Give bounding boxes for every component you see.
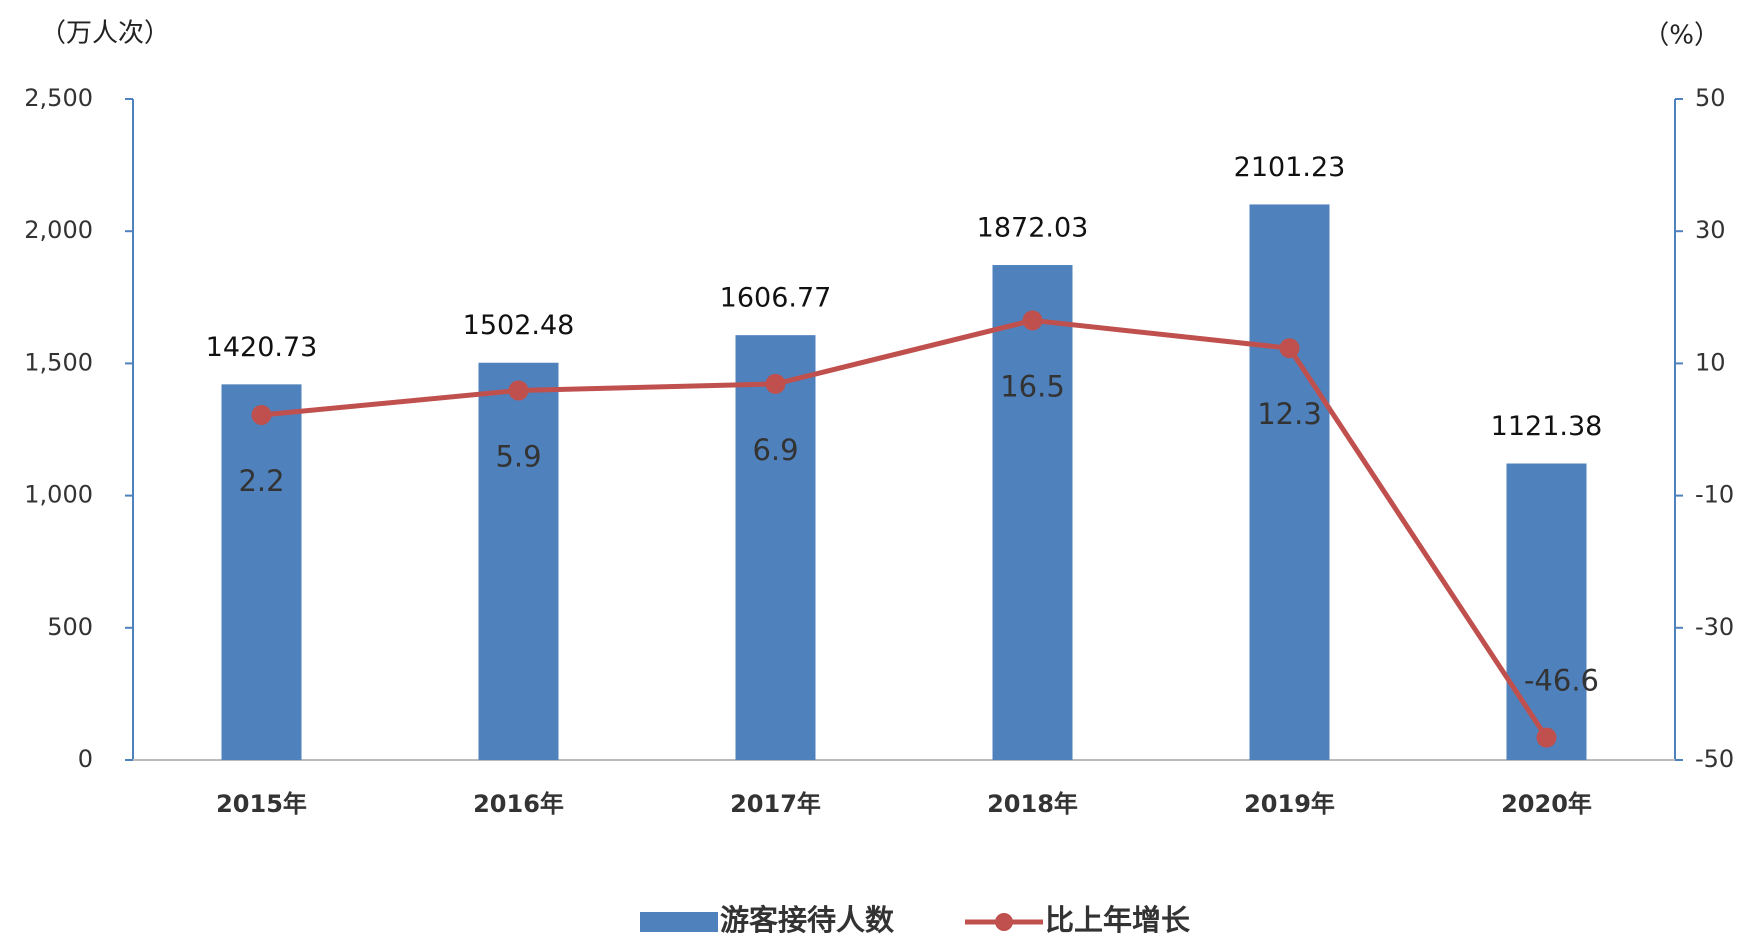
legend-swatch xyxy=(995,913,1013,931)
bar-value-label: 1606.77 xyxy=(720,283,832,314)
x-tick-label: 2018年 xyxy=(987,790,1078,818)
y2-tick-label: 50 xyxy=(1695,84,1726,112)
legend-label: 游客接待人数 xyxy=(720,903,895,937)
bar-value-label: 1420.73 xyxy=(206,332,318,363)
y2-tick-label: 30 xyxy=(1695,216,1726,244)
line-value-label: 5.9 xyxy=(495,440,541,474)
x-tick-label: 2017年 xyxy=(730,790,821,818)
legend-swatch xyxy=(640,912,718,932)
y-tick-label: 0 xyxy=(78,745,93,773)
bar-value-label: 2101.23 xyxy=(1234,152,1346,183)
line-point xyxy=(1279,338,1300,359)
line-point xyxy=(251,404,272,425)
y-tick-label: 500 xyxy=(47,613,93,641)
bar-value-label: 1872.03 xyxy=(977,213,1089,244)
y2-axis-unit: （%） xyxy=(1643,21,1720,51)
y2-tick-label: -10 xyxy=(1695,481,1734,509)
x-tick-label: 2020年 xyxy=(1501,790,1592,818)
line-value-label: 2.2 xyxy=(238,464,284,498)
line-point xyxy=(508,380,529,401)
bar xyxy=(992,265,1073,760)
bar xyxy=(478,362,559,760)
line-point xyxy=(1536,727,1557,748)
line xyxy=(261,317,1549,739)
y2-tick-label: 10 xyxy=(1695,348,1726,376)
x-tick-label: 2015年 xyxy=(216,790,307,818)
x-tick-label: 2016年 xyxy=(473,790,564,818)
line-value-label: 16.5 xyxy=(1000,369,1065,403)
y-tick-label: 2,000 xyxy=(24,216,93,244)
y-tick-label: 1,500 xyxy=(24,348,93,376)
bar-value-label: 1121.38 xyxy=(1491,411,1603,442)
bar xyxy=(735,335,816,760)
bar xyxy=(1249,204,1330,760)
y-tick-label: 1,000 xyxy=(24,481,93,509)
bar xyxy=(1506,463,1587,760)
y-tick-label: 2,500 xyxy=(24,84,93,112)
line-point xyxy=(1022,310,1043,331)
line-point xyxy=(765,373,786,394)
x-tick-label: 2019年 xyxy=(1244,790,1335,818)
line-value-label: 12.3 xyxy=(1257,397,1322,431)
line-value-label: 6.9 xyxy=(752,433,798,467)
bar xyxy=(221,384,302,760)
y2-tick-label: -30 xyxy=(1695,613,1734,641)
line-value-label: -46.6 xyxy=(1524,664,1599,698)
legend-label: 比上年增长 xyxy=(1045,903,1191,937)
bar-value-label: 1502.48 xyxy=(463,310,575,341)
y2-tick-label: -50 xyxy=(1695,745,1734,773)
y-axis-unit: （万人次） xyxy=(40,19,170,49)
